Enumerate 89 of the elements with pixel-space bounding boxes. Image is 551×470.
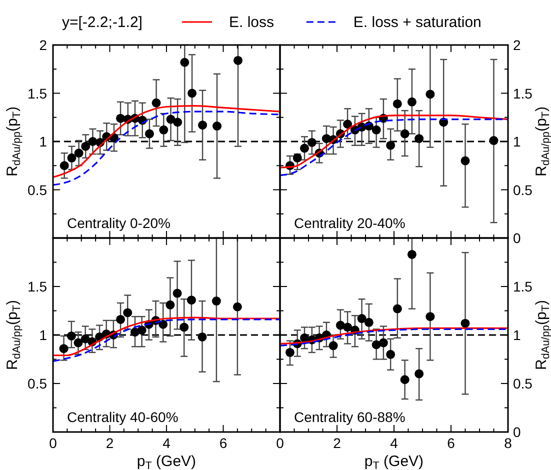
point — [364, 318, 374, 327]
point — [386, 350, 396, 359]
point — [74, 148, 84, 158]
point — [186, 296, 196, 305]
point — [74, 338, 83, 348]
x-tick-label: 8 — [504, 435, 512, 451]
point — [67, 153, 76, 162]
point — [180, 322, 189, 332]
point — [166, 300, 175, 310]
point — [285, 348, 294, 357]
point — [300, 144, 310, 153]
point — [414, 134, 424, 144]
point — [426, 90, 435, 99]
point — [188, 88, 197, 98]
point — [60, 161, 69, 170]
annotation: Centrality 20-40% — [294, 215, 406, 231]
point — [123, 308, 132, 318]
point — [144, 129, 154, 138]
legend-label: E. loss — [229, 14, 274, 31]
point — [198, 332, 207, 342]
point — [66, 331, 76, 340]
y2-tick-label: 1 — [513, 327, 521, 343]
y-tick-label: 1 — [39, 134, 48, 150]
x-tick-label: 4 — [390, 435, 398, 451]
point — [460, 156, 470, 166]
point — [212, 122, 222, 131]
point — [460, 318, 470, 328]
point — [81, 142, 90, 151]
point — [328, 341, 338, 350]
point — [198, 120, 208, 130]
y2-tick-label: 0 — [513, 230, 521, 246]
x-tick-label: 2 — [106, 435, 114, 451]
annotation: Centrality 60-88% — [294, 409, 406, 425]
point — [307, 138, 316, 147]
point — [400, 375, 410, 384]
y2-tick-label: 0 — [513, 424, 521, 440]
point — [173, 118, 182, 127]
point — [378, 338, 388, 348]
y-tick-label: 0.5 — [28, 182, 48, 198]
x-tick-label: 6 — [447, 435, 456, 451]
point — [407, 97, 416, 106]
point — [386, 140, 396, 150]
point — [59, 344, 68, 354]
x-tick-label: 6 — [219, 435, 228, 451]
point — [343, 322, 352, 332]
point — [88, 137, 98, 146]
point — [426, 312, 435, 322]
point — [372, 125, 381, 134]
y2-tick-label: 0.5 — [513, 376, 533, 392]
y-tick-label: 0.5 — [28, 376, 48, 392]
x-tick-label: 2 — [333, 435, 342, 451]
x-tick-label: 4 — [162, 435, 171, 451]
point — [392, 304, 402, 314]
point — [343, 120, 352, 129]
y2-tick-label: 0.5 — [513, 182, 533, 198]
legend-title: y=[-2.2;-1.2] — [62, 14, 142, 31]
y-tick-label: 1.5 — [28, 278, 48, 294]
point — [172, 288, 182, 298]
point — [80, 334, 90, 344]
point — [159, 125, 168, 134]
annotation: Centrality 0-20% — [67, 215, 170, 231]
y2-tick-label: 1 — [513, 134, 521, 150]
point — [152, 98, 161, 108]
x-axis-title: p$_{T}$ (GeV) — [364, 453, 424, 470]
x-tick-label: 0 — [49, 435, 58, 451]
point — [212, 296, 221, 306]
legend-label: E. loss + saturation — [353, 14, 482, 31]
y-tick-label: 1.5 — [28, 85, 48, 102]
point — [116, 114, 126, 123]
point — [489, 136, 498, 146]
y-tick-label: 2 — [39, 37, 48, 53]
x-axis-title: p$_{T}$ (GeV) — [136, 453, 196, 470]
point — [392, 99, 402, 108]
point — [158, 320, 168, 329]
point — [116, 314, 126, 324]
point — [407, 250, 416, 259]
point — [414, 369, 424, 378]
point — [234, 56, 243, 65]
point — [357, 314, 366, 324]
y2-tick-label: 1.5 — [513, 278, 533, 294]
y2-tick-label: 1.5 — [513, 85, 533, 102]
point — [137, 326, 146, 335]
point — [180, 58, 190, 67]
point — [232, 302, 242, 312]
y2-tick-label: 2 — [513, 37, 521, 53]
annotation: Centrality 40-60% — [67, 409, 178, 425]
y-tick-label: 1 — [39, 327, 48, 343]
point — [400, 129, 410, 138]
x-tick-label: 0 — [276, 435, 284, 451]
